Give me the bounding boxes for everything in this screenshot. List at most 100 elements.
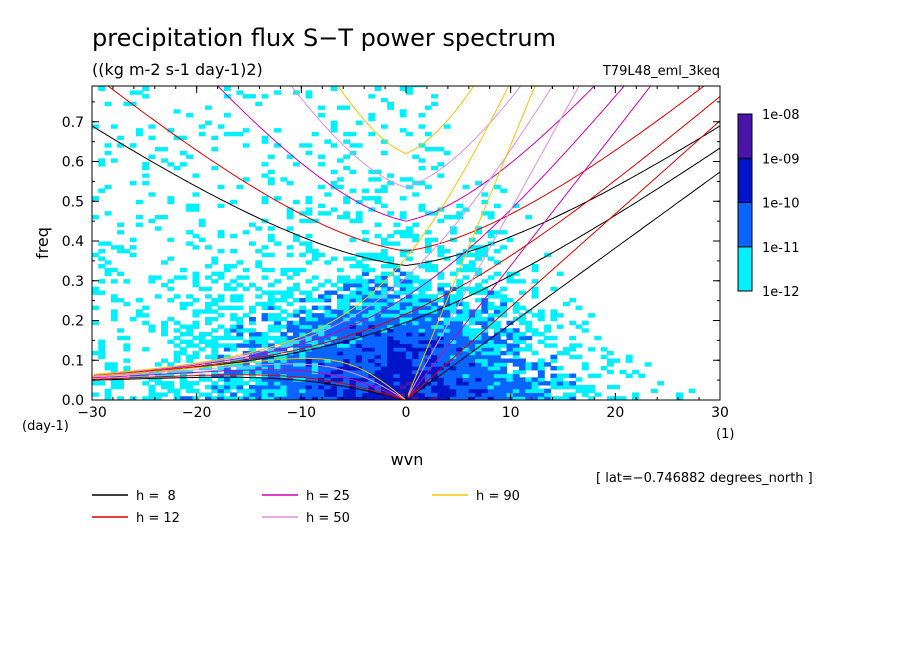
spectrum-cell bbox=[330, 207, 338, 212]
spectrum-cell bbox=[179, 396, 187, 400]
spectrum-cell bbox=[343, 313, 351, 318]
spectrum-cell bbox=[399, 316, 407, 322]
spectrum-cell bbox=[462, 324, 470, 329]
spectrum-cell bbox=[205, 316, 212, 322]
spectrum-cell bbox=[299, 335, 307, 341]
spectrum-cell bbox=[142, 313, 150, 318]
spectrum-cell bbox=[393, 313, 401, 318]
spectrum-cell bbox=[92, 320, 99, 326]
spectrum-cell bbox=[550, 384, 558, 390]
spectrum-cell bbox=[343, 347, 351, 352]
spectrum-cell bbox=[519, 339, 526, 344]
spectrum-cell bbox=[110, 298, 118, 303]
spectrum-cell bbox=[167, 298, 175, 303]
spectrum-cell bbox=[286, 226, 294, 231]
spectrum-cell bbox=[487, 369, 495, 375]
spectrum-cell bbox=[305, 358, 313, 363]
spectrum-cell bbox=[261, 369, 269, 375]
spectrum-cell bbox=[437, 290, 445, 295]
spectrum-cell bbox=[387, 301, 395, 307]
spectrum-cell bbox=[676, 392, 683, 397]
spectrum-cell bbox=[211, 271, 219, 276]
spectrum-cell bbox=[424, 248, 432, 254]
spectrum-cell bbox=[161, 328, 168, 333]
spectrum-cell bbox=[399, 177, 407, 182]
spectrum-cell bbox=[525, 347, 533, 352]
spectrum-cell bbox=[299, 309, 307, 314]
spectrum-cell bbox=[449, 335, 457, 341]
legend-label: h = 25 bbox=[306, 489, 350, 504]
spectrum-cell bbox=[468, 316, 476, 322]
spectrum-cell bbox=[167, 316, 175, 322]
spectrum-cell bbox=[424, 339, 432, 344]
spectrum-cell bbox=[286, 207, 294, 212]
spectrum-cell bbox=[537, 388, 545, 394]
spectrum-cell bbox=[563, 381, 570, 386]
spectrum-cell bbox=[487, 320, 495, 326]
spectrum-cell bbox=[468, 369, 476, 375]
spectrum-cell bbox=[456, 392, 464, 397]
spectrum-cell bbox=[537, 309, 545, 314]
spectrum-cell bbox=[117, 143, 124, 148]
spectrum-cell bbox=[167, 339, 175, 344]
spectrum-cell bbox=[274, 313, 281, 318]
spectrum-cell bbox=[223, 354, 231, 360]
spectrum-cell bbox=[299, 366, 307, 371]
spectrum-cell bbox=[129, 316, 137, 322]
spectrum-cell bbox=[311, 381, 319, 386]
spectrum-cell bbox=[456, 343, 464, 348]
spectrum-cell bbox=[368, 328, 376, 333]
spectrum-cell bbox=[249, 339, 256, 344]
spectrum-cell bbox=[519, 384, 526, 390]
spectrum-cell bbox=[261, 384, 269, 390]
spectrum-cell bbox=[242, 128, 250, 133]
spectrum-cell bbox=[468, 396, 476, 400]
spectrum-cell bbox=[512, 316, 520, 322]
spectrum-cell bbox=[343, 165, 351, 171]
spectrum-cell bbox=[198, 339, 206, 344]
spectrum-cell bbox=[393, 294, 401, 299]
spectrum-cell bbox=[249, 309, 256, 314]
spectrum-cell bbox=[368, 366, 376, 371]
spectrum-cell bbox=[569, 381, 577, 386]
spectrum-cell bbox=[286, 335, 294, 341]
spectrum-cell bbox=[205, 377, 212, 382]
spectrum-cell bbox=[362, 298, 369, 303]
spectrum-cell bbox=[424, 131, 432, 137]
spectrum-cell bbox=[387, 332, 395, 337]
spectrum-cell bbox=[380, 328, 388, 333]
spectrum-cell bbox=[406, 332, 413, 337]
spectrum-cell bbox=[368, 316, 376, 322]
spectrum-cell bbox=[318, 384, 325, 390]
spectrum-cell bbox=[230, 347, 238, 352]
spectrum-cell bbox=[142, 320, 150, 326]
spectrum-cell bbox=[299, 381, 307, 386]
spectrum-cell bbox=[462, 301, 470, 307]
spectrum-cell bbox=[519, 396, 526, 400]
spectrum-cell bbox=[230, 392, 238, 397]
spectrum-cell bbox=[625, 373, 633, 378]
spectrum-cell bbox=[368, 286, 376, 292]
spectrum-cell bbox=[412, 180, 420, 186]
spectrum-cell bbox=[267, 237, 275, 243]
spectrum-cell bbox=[167, 362, 175, 367]
spectrum-cell bbox=[481, 320, 489, 326]
spectrum-cell bbox=[468, 332, 476, 337]
spectrum-cell bbox=[255, 339, 263, 344]
spectrum-cell bbox=[412, 339, 420, 344]
spectrum-cell bbox=[449, 226, 457, 231]
spectrum-cell bbox=[173, 392, 181, 397]
spectrum-cell bbox=[242, 143, 250, 148]
spectrum-cell bbox=[305, 381, 313, 386]
spectrum-cell bbox=[299, 252, 307, 258]
spectrum-cell bbox=[280, 290, 288, 295]
spectrum-cell bbox=[537, 396, 545, 400]
spectrum-cell bbox=[368, 294, 376, 299]
spectrum-cell bbox=[292, 313, 300, 318]
spectrum-cell bbox=[305, 199, 313, 205]
spectrum-cell bbox=[544, 328, 552, 333]
spectrum-cell bbox=[443, 362, 451, 367]
spectrum-cell bbox=[374, 196, 382, 201]
spectrum-cell bbox=[292, 233, 300, 239]
spectrum-cell bbox=[305, 233, 313, 239]
